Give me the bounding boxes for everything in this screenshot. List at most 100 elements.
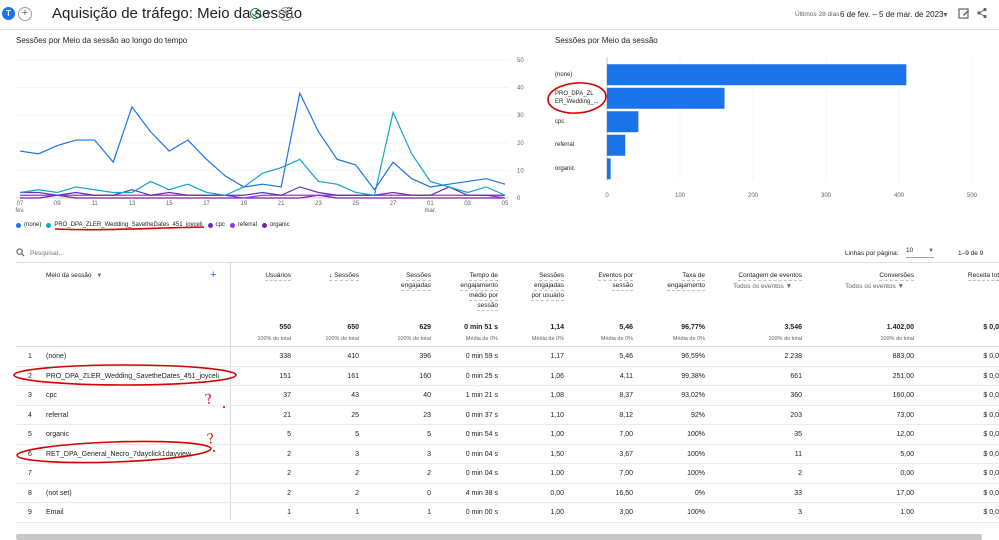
bar-category-line: referral <box>555 142 575 149</box>
legend-item[interactable]: cpc <box>207 222 225 228</box>
rows-per-page-select[interactable]: 10 ▼ <box>906 247 934 258</box>
column-header-label: Conversões <box>879 272 914 281</box>
metric-cell: 11 <box>794 450 802 458</box>
x-tick-label: 07 <box>17 201 24 207</box>
line-chart-title: Sessões por Meio da sessão ao longo do t… <box>16 36 188 45</box>
metric-cell: 8,12 <box>619 411 633 419</box>
top-bar: T + Aquisição de tráfego: Meio da sessão… <box>0 0 999 30</box>
column-header[interactable]: Receita tot <box>967 271 999 281</box>
metric-cell: 0 min 59 s <box>465 353 498 360</box>
table-row[interactable]: 9 Email 1 1 1 0 min 00 s 1,00 3,00 100% 3 1,00 $ 0,… <box>16 503 999 523</box>
column-total: 96,77% <box>681 324 705 331</box>
add-dimension-icon[interactable]: + <box>210 269 217 281</box>
column-total-subtext: Média de 0% <box>531 336 564 342</box>
x-tick-label: fev. <box>15 208 25 214</box>
dimension-value: organic <box>46 431 69 438</box>
table-row[interactable]: 2 PRO_DPA_ZLER_Wedding_SavetheDates_451_j… <box>16 367 999 386</box>
metric-cell: 1,00 <box>550 509 564 516</box>
event-filter-dropdown[interactable]: Todos os eventos ▼ <box>845 283 904 290</box>
column-total: 1.402,00 <box>886 324 914 331</box>
x-tick-label: 200 <box>748 193 759 199</box>
bar[interactable] <box>607 158 611 180</box>
column-total-subtext: 100% do total <box>397 336 431 342</box>
column-header[interactable]: Sessões engajadas por usuário <box>531 271 564 301</box>
column-header[interactable]: Conversões <box>879 271 914 281</box>
metric-cell: $ 0,0 <box>983 431 999 438</box>
property-avatar[interactable]: T <box>2 7 15 20</box>
column-total-subtext: Média de 0% <box>600 336 633 342</box>
legend-item[interactable]: organic <box>261 222 290 228</box>
metric-cell: 25 <box>351 411 359 419</box>
metric-cell: 40 <box>423 392 431 399</box>
bar[interactable] <box>607 111 639 133</box>
table-row[interactable]: 5 organic 5 5 5 0 min 54 s 1,00 7,00 100% 35 12,00… <box>16 425 999 445</box>
series-line[interactable] <box>20 186 505 196</box>
column-header[interactable]: ↓ Sessões <box>329 271 359 281</box>
metric-cell: 0 min 04 s <box>465 450 498 458</box>
table-row[interactable]: 1 (none) 338 410 396 0 min 59 s 1,17 5,46 96,59%… <box>16 347 999 367</box>
column-header[interactable]: Tempo de engajamento médio por sessão <box>460 271 498 311</box>
column-header[interactable]: Usuários <box>265 271 291 281</box>
table-row[interactable]: 6 RET_DPA_General_Necro_7dayclick1dayview… <box>16 445 999 464</box>
column-header[interactable]: Contagem de eventos <box>738 271 802 281</box>
metric-cell: 3 <box>798 509 802 516</box>
share-icon[interactable] <box>975 7 988 20</box>
metric-cell: 3,67 <box>619 450 633 458</box>
table-row[interactable]: 4 referral 21 25 23 0 min 37 s 1,10 8,12 92% 203 7… <box>16 406 999 425</box>
dimension-chevron-down-icon[interactable]: ▼ <box>96 273 103 279</box>
table-row[interactable]: 3 cpc 37 43 40 1 min 21 s 1,08 8,37 93,02% 360 160… <box>16 386 999 406</box>
legend-label: (none) <box>24 222 42 228</box>
annotation-question-mark-2: ? <box>206 431 215 448</box>
legend-item[interactable]: (none) <box>16 222 41 228</box>
column-total-subtext: Média de 0% <box>672 336 705 342</box>
metric-cell: 5,00 <box>900 450 914 458</box>
series-line[interactable] <box>20 194 505 199</box>
add-comparison-icon[interactable]: + <box>18 7 32 21</box>
metric-cell: 2 <box>355 470 359 477</box>
table-row[interactable]: 8 (not set) 2 2 0 4 min 38 s 0,00 16,50 0% 33 17,0… <box>16 484 999 503</box>
annotation-circle-row-6 <box>16 440 212 464</box>
column-header[interactable]: Sessões engajadas <box>401 271 431 291</box>
series-line[interactable] <box>19 110 506 196</box>
column-header-label: Sessões <box>539 272 564 281</box>
column-total-subtext: 100% do total <box>325 336 359 342</box>
date-chevron-down-icon[interactable]: ▼ <box>942 12 949 19</box>
column-header[interactable]: Eventos por sessão <box>598 271 633 291</box>
legend-label: organic <box>269 222 290 228</box>
legend-item[interactable]: PRO_DPA_ZLER_Wedding_SavetheDates_451_jo… <box>46 222 203 228</box>
metric-cell: 2.238 <box>784 353 802 360</box>
bar[interactable] <box>607 64 907 86</box>
column-header-label: Sessões <box>406 272 431 281</box>
column-header[interactable]: Taxa de engajamento <box>667 271 705 291</box>
add-icon[interactable]: + <box>279 7 293 21</box>
event-filter-dropdown[interactable]: Todos os eventos ▼ <box>733 283 792 290</box>
chevron-down-icon[interactable]: ▼ <box>265 11 272 18</box>
search-input[interactable] <box>30 247 230 259</box>
metric-cell: 2 <box>355 489 359 497</box>
dimension-header[interactable]: Meio da sessão ▼ <box>46 271 102 281</box>
legend-label: PRO_DPA_ZLER_Wedding_SavetheDates_451_jo… <box>54 222 203 228</box>
x-tick-label: 19 <box>241 201 248 207</box>
date-range-picker[interactable]: 6 de fev. – 5 de mar. de 2023 <box>840 10 944 19</box>
series-line[interactable] <box>19 91 506 191</box>
x-tick-label: 09 <box>54 201 61 207</box>
check-circle-icon[interactable] <box>250 8 261 19</box>
metric-cell: 1,00 <box>900 509 914 516</box>
y-tick-label: 50 <box>517 58 524 64</box>
metric-cell: 5,46 <box>619 353 633 360</box>
metric-cell: $ 0,0 <box>983 509 999 516</box>
customize-report-icon[interactable] <box>957 7 970 20</box>
column-divider <box>230 262 231 520</box>
table-row[interactable]: 7 2 2 2 0 min 04 s 1,00 7,00 100% 2 0,00 $ 0,0 <box>16 464 999 484</box>
legend-dot-icon <box>16 222 21 228</box>
bar[interactable] <box>607 134 626 156</box>
horizontal-scrollbar[interactable] <box>16 534 982 540</box>
metric-cell: 17,00 <box>896 489 914 497</box>
metric-cell: 4,11 <box>619 372 633 380</box>
bar[interactable] <box>607 87 725 109</box>
x-tick-label: 05 <box>502 201 509 207</box>
metric-cell: 1,00 <box>550 431 564 438</box>
sort-arrow-icon: ↓ <box>329 272 335 279</box>
bar-chart-title: Sessões por Meio da sessão <box>555 36 658 45</box>
legend-item[interactable]: referral <box>229 222 257 228</box>
